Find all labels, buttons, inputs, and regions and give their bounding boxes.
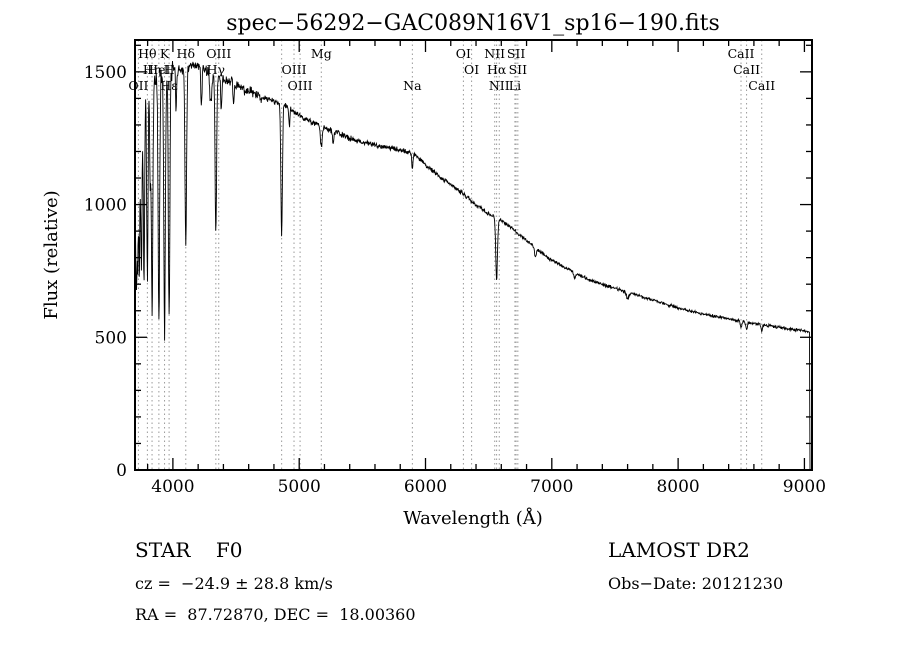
spectral-line-label: OI xyxy=(456,46,471,61)
spectral-marker-lines xyxy=(137,40,763,470)
x-tick-label: 7000 xyxy=(530,477,573,497)
spectral-line-label: Hδ xyxy=(177,46,195,61)
spectral-line-label: Mg xyxy=(311,46,332,61)
spectral-line-label: OIII xyxy=(206,46,231,61)
spectral-line-label: H xyxy=(164,62,175,77)
spectral-line-label: Hε xyxy=(160,78,177,93)
y-tick-label: 1500 xyxy=(84,63,127,83)
spectral-line-label: Na xyxy=(403,78,422,93)
spectral-line-label: HeI xyxy=(147,62,170,77)
spectral-line-label: Hγ xyxy=(207,62,225,77)
y-axis-label: Flux (relative) xyxy=(41,190,62,319)
classification-text: STAR F0 xyxy=(135,538,242,562)
cz-text: cz = −24.9 ± 28.8 km/s xyxy=(135,574,333,593)
axis-ticks xyxy=(135,40,812,471)
x-tick-label: 5000 xyxy=(278,477,321,497)
spectral-line-label: CaII xyxy=(733,62,760,77)
survey-text: LAMOST DR2 xyxy=(608,538,750,562)
spectral-line-label: OII xyxy=(128,78,148,93)
y-tick-label: 500 xyxy=(95,328,127,348)
spectral-line-label: SII xyxy=(509,62,528,77)
axis-tick-labels: 4000 5000 6000 7000 8000 9000 0 500 1000 1500 xyxy=(84,63,826,497)
plot-frame xyxy=(134,39,813,471)
spectral-line-label: K xyxy=(160,46,170,61)
x-tick-label: 9000 xyxy=(783,477,826,497)
y-tick-label: 1000 xyxy=(84,196,127,216)
x-tick-label: 4000 xyxy=(151,477,194,497)
spectral-line-label: NII xyxy=(489,78,510,93)
spectral-line-label: OIII xyxy=(281,62,306,77)
spectral-line-label: Hθ xyxy=(138,46,156,61)
spectral-line-label: NII xyxy=(484,46,505,61)
spectral-line-label: OI xyxy=(464,62,479,77)
x-tick-label: 8000 xyxy=(656,477,699,497)
spectral-line-label: CaII xyxy=(748,78,775,93)
radec-text: RA = 87.72870, DEC = 18.00360 xyxy=(135,605,416,624)
spectral-line-label: Hα xyxy=(487,62,507,77)
page-title: spec−56292−GAC089N16V1_sp16−190.fits xyxy=(226,11,720,36)
spectral-line-label: CaII xyxy=(728,46,755,61)
x-tick-label: 6000 xyxy=(404,477,447,497)
spectrum-trace xyxy=(134,60,811,470)
spectral-line-label: Li xyxy=(509,78,521,93)
x-axis-label: Wavelength (Å) xyxy=(403,507,543,529)
spectral-line-label: SII xyxy=(507,46,526,61)
obs-date-text: Obs−Date: 20121230 xyxy=(608,574,783,593)
y-tick-label: 0 xyxy=(116,461,127,481)
spectral-line-label: OIII xyxy=(288,78,313,93)
